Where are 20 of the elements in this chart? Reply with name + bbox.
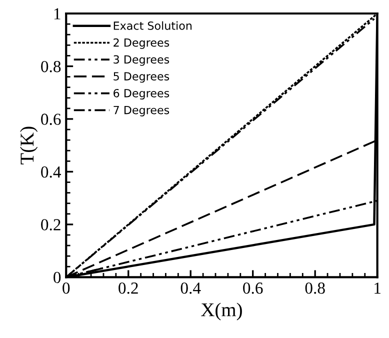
x-axis-title: X(m) (201, 302, 242, 320)
y-tick-label: 1 (54, 8, 60, 20)
y-tick-label: 0 (54, 272, 61, 284)
x-tick-label: 0 (62, 282, 70, 294)
legend-label: 5 Degrees (114, 72, 170, 83)
legend-label: 6 Degrees (114, 88, 170, 100)
y-tick-label: 0.4 (41, 166, 62, 178)
legend-label: 3 Degrees (114, 55, 170, 66)
x-tick-label: 1 (374, 282, 380, 294)
y-tick-label: 0.6 (41, 114, 61, 125)
y-tick-label: 0.8 (41, 60, 61, 72)
legend-label: 2 Degrees (114, 38, 170, 49)
x-tick-label: 0.2 (118, 282, 138, 294)
x-tick-label: 0.6 (243, 282, 263, 294)
x-tick-label: 0.8 (305, 282, 325, 294)
x-tick-label: 0.4 (180, 282, 201, 294)
y-axis-title: T(K) (20, 126, 38, 164)
legend-label: 7 Degrees (114, 106, 170, 116)
y-tick-label: 0.2 (41, 219, 60, 230)
legend-label: Exact Solution (114, 21, 192, 30)
